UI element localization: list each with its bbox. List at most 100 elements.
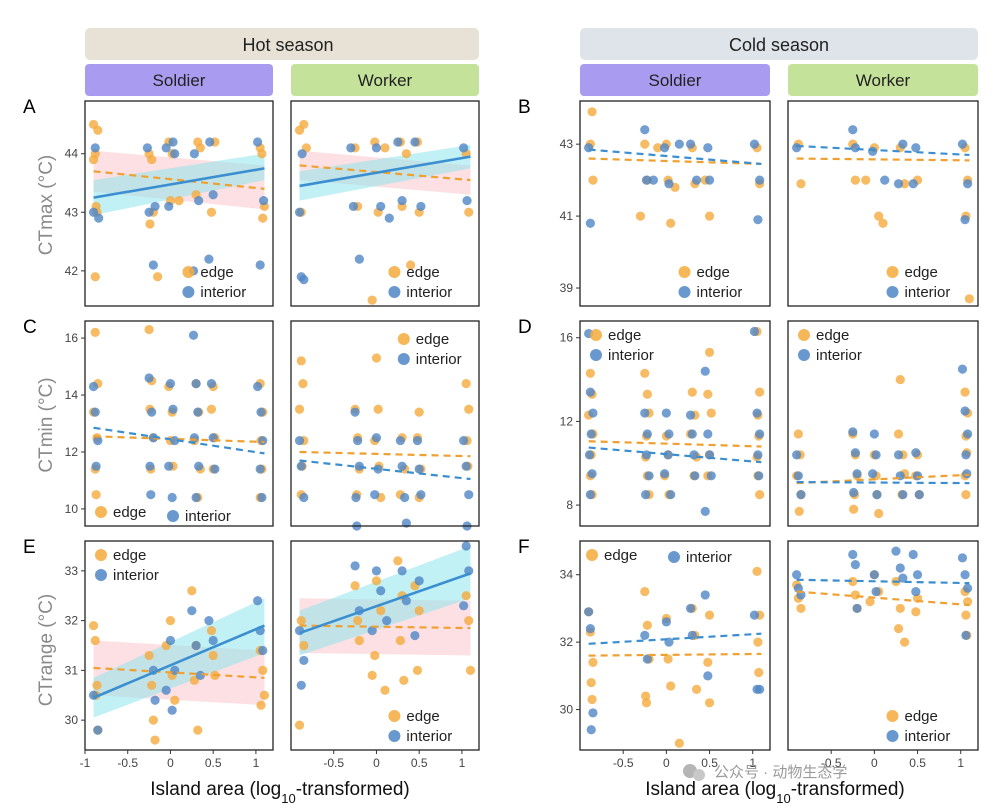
- interior-point: [755, 684, 765, 694]
- legend-label-edge: edge: [816, 327, 849, 344]
- panel-C-worker: edge interior: [290, 320, 480, 531]
- interior-point: [191, 492, 201, 503]
- y-tick-label: 12: [560, 414, 574, 428]
- interior-point: [187, 606, 197, 616]
- edge-point: [258, 665, 268, 675]
- edge-point: [874, 211, 884, 221]
- y-tick-label: 32: [65, 614, 79, 628]
- interior-point: [869, 429, 879, 439]
- x-axis-title-cold-main: Island area (log: [645, 779, 776, 800]
- edge-point: [964, 294, 974, 304]
- cold-soldier-header: Soldier: [580, 64, 770, 96]
- interior-point: [205, 137, 215, 147]
- interior-point: [414, 576, 424, 586]
- x-tick-label: 0: [871, 756, 878, 770]
- edge-point: [91, 490, 101, 500]
- interior-point: [464, 566, 474, 576]
- interior-point: [376, 201, 386, 212]
- panel-E-soldier: 30 31 32 33 -1 -0.5 0 0.5 1 E edge interior: [23, 537, 274, 770]
- interior-point: [193, 407, 203, 417]
- hot-worker-header: Worker: [291, 64, 479, 96]
- interior-point: [255, 260, 265, 270]
- x-tick-label: -1: [80, 756, 91, 770]
- interior-point: [852, 603, 862, 614]
- edge-point: [412, 665, 423, 675]
- interior-point: [397, 566, 407, 576]
- A-soldier-band-interior: [93, 153, 265, 216]
- edge-point: [753, 637, 763, 647]
- legend-marker-interior: [798, 349, 810, 361]
- A-soldier-trend-interior-line: [93, 167, 265, 199]
- edge-point: [294, 720, 305, 730]
- legend-label-interior: interior: [697, 284, 743, 301]
- interior-point: [170, 149, 180, 159]
- interior-point: [296, 680, 306, 690]
- edge-point: [461, 591, 471, 601]
- x-tick-label: 0.5: [411, 756, 428, 770]
- edge-point: [587, 694, 597, 705]
- interior-point: [869, 570, 879, 580]
- y-tick-label: 12: [65, 445, 79, 459]
- interior-point: [255, 464, 265, 474]
- interior-point: [703, 143, 713, 153]
- legend-label-edge: edge: [200, 264, 233, 281]
- x-tick-label: 0: [373, 756, 380, 770]
- interior-point: [464, 490, 474, 500]
- edge-point: [206, 625, 217, 636]
- panel-label-B: B: [518, 97, 531, 118]
- interior-point: [872, 490, 882, 500]
- ctmin-axis-title: CTmin (°C): [36, 377, 57, 472]
- interior-point: [294, 435, 305, 446]
- cold-worker-header: Worker: [788, 64, 978, 96]
- interior-point: [161, 143, 171, 153]
- interior-point: [898, 490, 908, 500]
- edge-point: [704, 610, 715, 620]
- hot-season-header: Hot season: [85, 28, 479, 60]
- edge-point: [641, 698, 652, 708]
- legend-label-edge: edge: [905, 264, 938, 281]
- interior-point: [706, 471, 716, 481]
- cold-soldier-label: Soldier: [649, 71, 702, 90]
- interior-point: [911, 448, 921, 458]
- edge-point: [464, 404, 474, 414]
- cold-season-label: Cold season: [729, 35, 829, 55]
- edge-point: [296, 356, 306, 366]
- interior-point: [461, 461, 471, 471]
- y-tick-label: 16: [65, 331, 79, 345]
- legend-label-edge: edge: [604, 547, 637, 564]
- interior-point: [690, 471, 700, 481]
- y-tick-label: 39: [560, 281, 574, 295]
- legend-label-interior: interior: [200, 284, 246, 301]
- edge-point: [642, 620, 652, 630]
- edge-point: [464, 207, 474, 217]
- edge-point: [642, 389, 652, 399]
- ctrange-axis-title: CTrange (°C): [36, 594, 57, 706]
- interior-point: [376, 586, 386, 596]
- interior-point: [348, 201, 358, 212]
- interior-point: [167, 492, 177, 503]
- edge-point: [393, 556, 403, 566]
- edge-point: [371, 576, 382, 586]
- interior-point: [700, 590, 710, 600]
- interior-point: [371, 433, 382, 443]
- edge-point: [367, 670, 377, 680]
- x-tick-label: 0.5: [909, 756, 926, 770]
- B-soldier-trend-interior-line: [588, 148, 762, 166]
- interior-point: [911, 586, 921, 597]
- interior-point: [294, 207, 305, 217]
- interior-point: [150, 695, 160, 705]
- interior-point: [749, 139, 760, 149]
- legend-label-interior: interior: [406, 284, 452, 301]
- interior-point: [299, 492, 309, 503]
- y-tick-label: 44: [65, 147, 79, 161]
- x-axis-title-cold: Island area (log10-transformed): [645, 779, 904, 806]
- interior-point: [459, 143, 469, 153]
- x-tick-label: -0.5: [323, 756, 344, 770]
- interior-point: [704, 175, 715, 185]
- legend-marker-edge: [886, 710, 899, 722]
- interior-point: [168, 404, 178, 414]
- edge-point: [148, 715, 158, 725]
- E-soldier-frame: [84, 540, 274, 751]
- interior-point: [258, 435, 268, 446]
- interior-point: [661, 408, 671, 418]
